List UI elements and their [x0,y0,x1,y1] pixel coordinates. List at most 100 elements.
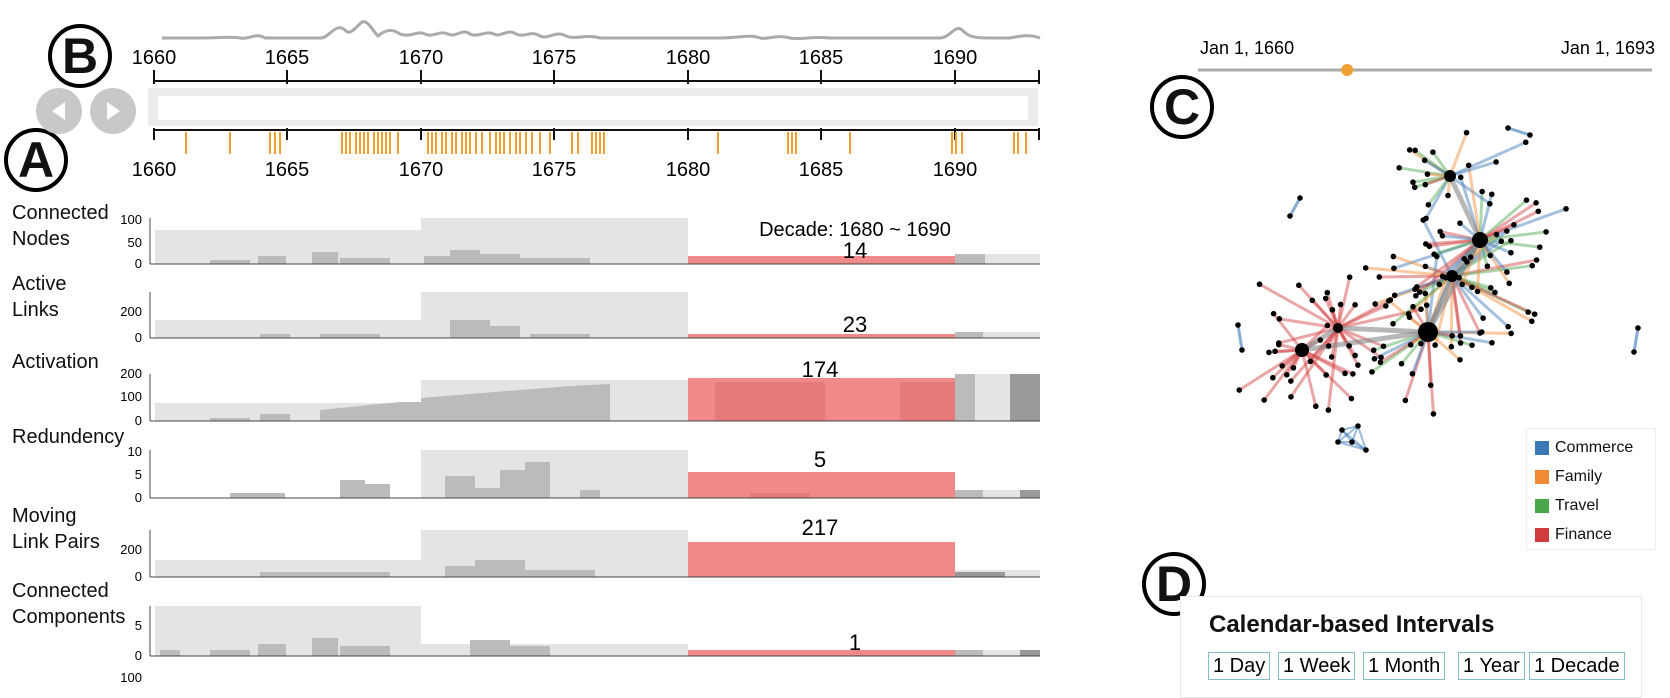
network-node[interactable] [1425,171,1431,177]
network-node[interactable] [1235,322,1241,328]
network-node[interactable] [1391,254,1397,260]
network-node[interactable] [1414,284,1420,290]
network-node[interactable] [1506,281,1512,287]
network-node[interactable] [1422,291,1428,297]
network-node[interactable] [1408,342,1414,348]
network-node[interactable] [1458,174,1464,180]
interval-1-year-button[interactable]: 1 Year [1458,652,1525,680]
network-node[interactable] [1308,359,1314,365]
network-node[interactable] [1487,253,1493,259]
network-node[interactable] [1424,302,1430,308]
network-node[interactable] [1525,309,1531,315]
network-node[interactable] [1412,184,1418,190]
network-node[interactable] [1349,396,1355,402]
network-node[interactable] [1291,365,1297,371]
legend-item-commerce[interactable]: Commerce [1527,433,1655,462]
network-node[interactable] [1449,333,1455,339]
network-node[interactable] [1505,125,1511,131]
network-node[interactable] [1284,372,1290,378]
network-node[interactable] [1309,298,1315,304]
network-node[interactable] [1563,206,1569,212]
network-node[interactable] [1352,353,1358,359]
network-node[interactable] [1505,324,1511,330]
network-node[interactable] [1376,274,1382,280]
network-hub-node[interactable] [1472,232,1488,248]
network-node[interactable] [1537,244,1543,250]
network-node[interactable] [1352,302,1358,308]
network-hub-node[interactable] [1333,323,1343,333]
network-node[interactable] [1498,238,1504,244]
network-node[interactable] [1378,355,1384,361]
network-node[interactable] [1390,321,1396,327]
network-node[interactable] [1347,274,1353,280]
network-node[interactable] [1288,378,1294,384]
network-node[interactable] [1533,200,1539,206]
network-node[interactable] [1410,179,1416,185]
network-node[interactable] [1350,371,1356,377]
time-slider-handle[interactable] [1341,64,1353,76]
network-node[interactable] [1323,296,1329,302]
network-node[interactable] [1239,347,1245,353]
network-node[interactable] [1326,343,1332,349]
interval-1-decade-button[interactable]: 1 Decade [1529,652,1625,680]
network-node[interactable] [1511,222,1517,228]
chart-activation[interactable]: 200 100 0 174 [120,357,1040,428]
network-node[interactable] [1371,347,1377,353]
network-node[interactable] [1399,361,1405,367]
network-node[interactable] [1330,307,1336,313]
network-node[interactable] [1381,343,1387,349]
network-node[interactable] [1449,344,1455,350]
network-node[interactable] [1504,269,1510,275]
network-node[interactable] [1487,201,1493,207]
network-node[interactable] [1423,182,1429,188]
network-node[interactable] [1355,362,1361,368]
network-node[interactable] [1339,427,1345,433]
network-node[interactable] [1335,439,1341,445]
network-node[interactable] [1272,349,1278,355]
network-node[interactable] [1469,285,1475,291]
network-node[interactable] [1325,290,1331,296]
network-node[interactable] [1489,191,1495,197]
network-node[interactable] [1524,197,1530,203]
network-node[interactable] [1480,315,1486,321]
network-node[interactable] [1529,263,1535,269]
network-node[interactable] [1422,158,1428,164]
network-node[interactable] [1445,193,1451,199]
network-node[interactable] [1527,132,1533,138]
network-node[interactable] [1418,341,1424,347]
network-node[interactable] [1479,189,1485,195]
network-node[interactable] [1423,241,1429,247]
network-node[interactable] [1323,372,1329,378]
network-node[interactable] [1296,282,1302,288]
network-node[interactable] [1257,281,1263,287]
legend-item-travel[interactable]: Travel [1527,491,1655,520]
network-node[interactable] [1457,220,1463,226]
network-node[interactable] [1535,208,1541,214]
network-node[interactable] [1479,329,1485,335]
metric-charts[interactable]: 100 50 0 Decade: 1680 ~ 1690 14 200 0 23 [0,0,1090,682]
network-node[interactable] [1412,148,1418,154]
network-node[interactable] [1279,363,1285,369]
network-node[interactable] [1432,342,1438,348]
network-node[interactable] [1346,343,1352,349]
network-node[interactable] [1508,331,1514,337]
network-node[interactable] [1431,411,1437,417]
network-node[interactable] [1437,282,1443,288]
network-hub-node[interactable] [1418,322,1438,342]
network-node[interactable] [1326,407,1332,413]
network-node[interactable] [1488,285,1494,291]
network-hub-node[interactable] [1446,270,1458,282]
network-node[interactable] [1430,149,1436,155]
network-node[interactable] [1426,202,1432,208]
network-node[interactable] [1635,325,1641,331]
network-node[interactable] [1372,356,1378,362]
chart-redundency[interactable]: 10 5 0 5 [128,444,1040,505]
network-node[interactable] [1440,233,1446,239]
network-node[interactable] [1458,333,1464,339]
network-node[interactable] [1523,139,1529,145]
network-node[interactable] [1423,264,1429,270]
network-node[interactable] [1386,298,1392,304]
network-node[interactable] [1492,290,1498,296]
network-node[interactable] [1355,423,1361,429]
network-node[interactable] [1363,447,1369,453]
